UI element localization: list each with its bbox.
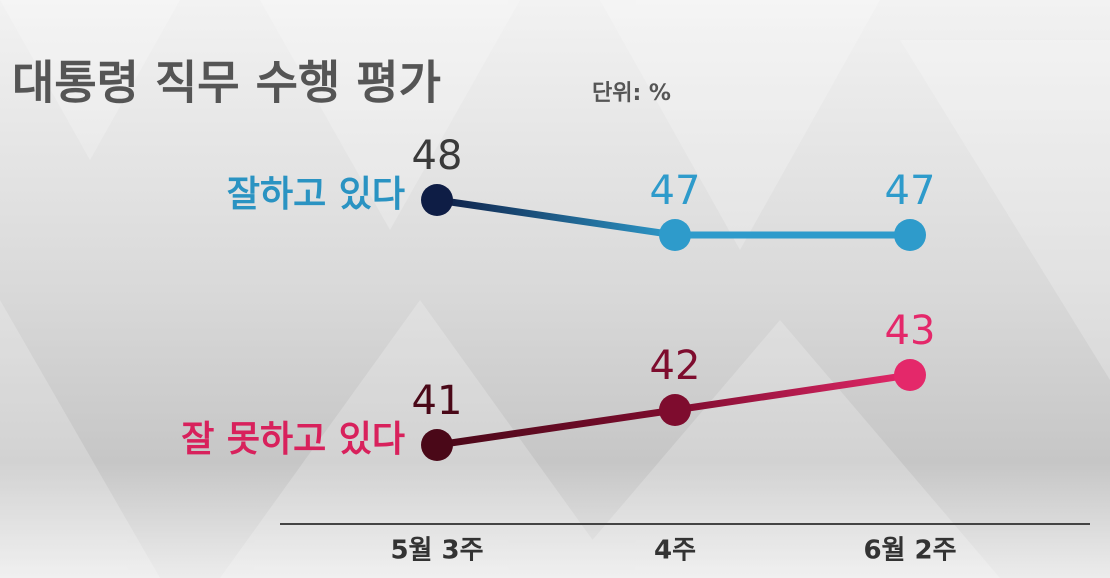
data-point: [894, 219, 926, 251]
data-label: 41: [412, 378, 463, 424]
series-label: 잘하고 있다: [227, 174, 405, 215]
x-tick-label: 4주: [654, 536, 696, 566]
data-point: [421, 429, 453, 461]
unit-label: 단위: %: [592, 81, 671, 106]
data-label: 43: [885, 308, 936, 354]
x-tick-label: 5월 3주: [390, 536, 483, 566]
data-point: [659, 394, 691, 426]
x-tick-label: 6월 2주: [863, 536, 956, 566]
data-label: 47: [885, 168, 936, 214]
series-label: 잘 못하고 있다: [181, 419, 405, 460]
data-point: [421, 184, 453, 216]
data-label: 47: [650, 168, 701, 214]
chart-title: 대통령 직무 수행 평가: [12, 56, 441, 110]
data-label: 48: [412, 133, 463, 179]
data-label: 42: [650, 343, 701, 389]
data-point: [659, 219, 691, 251]
data-point: [894, 359, 926, 391]
